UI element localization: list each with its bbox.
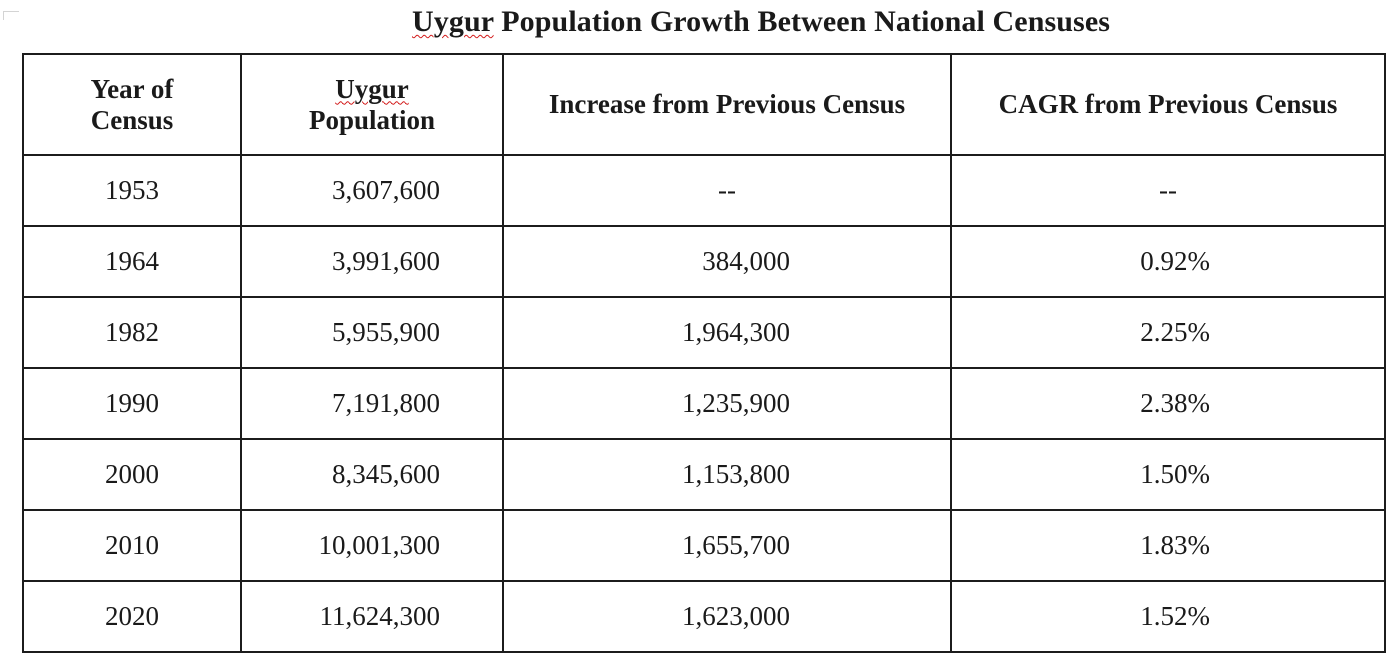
year-cell: 2020 xyxy=(22,580,242,653)
header-population-rest: Population xyxy=(308,104,436,135)
table-row: 2000 8,345,600 1,153,800 1.50% xyxy=(22,438,1386,511)
cagr-cell: -- xyxy=(950,154,1386,227)
header-population-word: Uygur xyxy=(335,73,409,104)
table-row: 1982 5,955,900 1,964,300 2.25% xyxy=(22,296,1386,369)
table-row: 1990 7,191,800 1,235,900 2.38% xyxy=(22,367,1386,440)
cagr-cell: 0.92% xyxy=(950,225,1386,298)
table-row: 2020 11,624,300 1,623,000 1.52% xyxy=(22,580,1386,653)
table-row: 1964 3,991,600 384,000 0.92% xyxy=(22,225,1386,298)
cagr-cell: 2.38% xyxy=(950,367,1386,440)
population-cell: 7,191,800 xyxy=(240,367,504,440)
year-cell: 1953 xyxy=(22,154,242,227)
increase-cell: 1,153,800 xyxy=(502,438,952,511)
header-row: Year of Census Uygur Population Increase… xyxy=(22,53,1386,156)
year-cell: 1982 xyxy=(22,296,242,369)
table-row: 2010 10,001,300 1,655,700 1.83% xyxy=(22,509,1386,582)
year-cell: 1990 xyxy=(22,367,242,440)
increase-cell: 1,235,900 xyxy=(502,367,952,440)
table-title: Uygur Population Growth Between National… xyxy=(412,2,1110,42)
spellcheck-word: Uygur xyxy=(412,5,494,38)
population-cell: 3,991,600 xyxy=(240,225,504,298)
header-year-label: Year of Census xyxy=(90,73,174,135)
increase-cell: 384,000 xyxy=(502,225,952,298)
population-cell: 8,345,600 xyxy=(240,438,504,511)
population-cell: 3,607,600 xyxy=(240,154,504,227)
increase-cell: -- xyxy=(502,154,952,227)
header-year: Year of Census xyxy=(22,53,242,156)
census-table: Year of Census Uygur Population Increase… xyxy=(22,53,1386,653)
increase-cell: 1,623,000 xyxy=(502,580,952,653)
population-cell: 10,001,300 xyxy=(240,509,504,582)
year-cell: 2010 xyxy=(22,509,242,582)
document-corner-mark xyxy=(3,11,19,20)
year-cell: 2000 xyxy=(22,438,242,511)
header-population: Uygur Population xyxy=(240,53,504,156)
cagr-cell: 1.50% xyxy=(950,438,1386,511)
title-text: Population Growth Between National Censu… xyxy=(493,5,1111,38)
increase-cell: 1,964,300 xyxy=(502,296,952,369)
population-cell: 11,624,300 xyxy=(240,580,504,653)
population-cell: 5,955,900 xyxy=(240,296,504,369)
increase-cell: 1,655,700 xyxy=(502,509,952,582)
year-cell: 1964 xyxy=(22,225,242,298)
header-increase: Increase from Previous Census xyxy=(502,53,952,156)
cagr-cell: 1.83% xyxy=(950,509,1386,582)
cagr-cell: 1.52% xyxy=(950,580,1386,653)
header-cagr: CAGR from Previous Census xyxy=(950,53,1386,156)
table-row: 1953 3,607,600 -- -- xyxy=(22,154,1386,227)
cagr-cell: 2.25% xyxy=(950,296,1386,369)
